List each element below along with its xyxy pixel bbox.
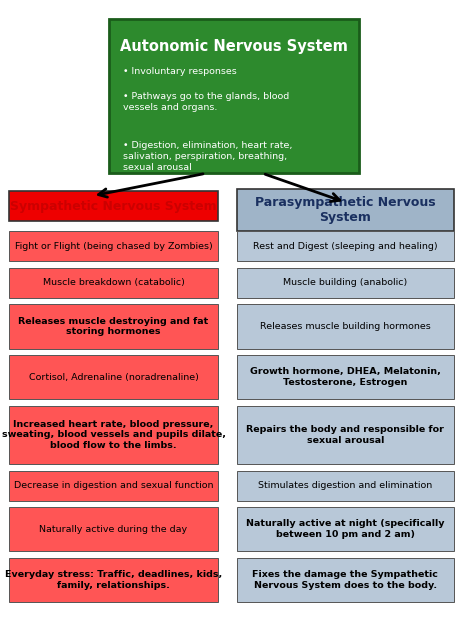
FancyBboxPatch shape (109, 19, 359, 173)
FancyBboxPatch shape (9, 558, 218, 602)
Text: Rest and Digest (sleeping and healing): Rest and Digest (sleeping and healing) (253, 241, 438, 251)
Text: Stimulates digestion and elimination: Stimulates digestion and elimination (258, 481, 432, 490)
FancyBboxPatch shape (9, 507, 218, 551)
FancyBboxPatch shape (236, 558, 454, 602)
FancyBboxPatch shape (236, 304, 454, 349)
FancyBboxPatch shape (9, 268, 218, 298)
FancyBboxPatch shape (236, 355, 454, 399)
Text: Naturally active during the day: Naturally active during the day (39, 525, 188, 534)
Text: Fixes the damage the Sympathetic
Nervous System does to the body.: Fixes the damage the Sympathetic Nervous… (253, 570, 438, 590)
Text: Releases muscle destroying and fat
storing hormones: Releases muscle destroying and fat stori… (18, 317, 209, 336)
Text: Increased heart rate, blood pressure,
sweating, blood vessels and pupils dilate,: Increased heart rate, blood pressure, sw… (1, 420, 226, 450)
Text: • Pathways go to the glands, blood
vessels and organs.: • Pathways go to the glands, blood vesse… (123, 92, 289, 112)
Text: Muscle building (anabolic): Muscle building (anabolic) (283, 278, 407, 288)
FancyBboxPatch shape (9, 471, 218, 501)
Text: Decrease in digestion and sexual function: Decrease in digestion and sexual functio… (14, 481, 213, 490)
Text: Everyday stress: Traffic, deadlines, kids,
family, relationships.: Everyday stress: Traffic, deadlines, kid… (5, 570, 222, 590)
FancyBboxPatch shape (236, 406, 454, 464)
FancyBboxPatch shape (236, 268, 454, 298)
Text: Autonomic Nervous System: Autonomic Nervous System (120, 39, 348, 53)
Text: • Involuntary responses: • Involuntary responses (123, 67, 236, 76)
Text: Fight or Flight (being chased by Zombies): Fight or Flight (being chased by Zombies… (15, 241, 212, 251)
Text: Muscle breakdown (catabolic): Muscle breakdown (catabolic) (43, 278, 184, 288)
Text: Growth hormone, DHEA, Melatonin,
Testosterone, Estrogen: Growth hormone, DHEA, Melatonin, Testost… (250, 367, 441, 387)
Text: Repairs the body and responsible for
sexual arousal: Repairs the body and responsible for sex… (246, 425, 444, 445)
FancyBboxPatch shape (236, 471, 454, 501)
Text: Parasympathetic Nervous
System: Parasympathetic Nervous System (255, 196, 436, 224)
FancyBboxPatch shape (9, 406, 218, 464)
Text: Sympathetic Nervous System: Sympathetic Nervous System (10, 200, 217, 213)
FancyBboxPatch shape (9, 231, 218, 261)
FancyBboxPatch shape (9, 191, 218, 221)
FancyBboxPatch shape (236, 231, 454, 261)
FancyBboxPatch shape (9, 304, 218, 349)
Text: Naturally active at night (specifically
between 10 pm and 2 am): Naturally active at night (specifically … (246, 519, 445, 539)
FancyBboxPatch shape (9, 355, 218, 399)
Text: Releases muscle building hormones: Releases muscle building hormones (260, 322, 430, 331)
FancyBboxPatch shape (236, 507, 454, 551)
FancyBboxPatch shape (236, 189, 454, 231)
Text: • Digestion, elimination, heart rate,
salivation, perspiration, breathing,
sexua: • Digestion, elimination, heart rate, sa… (123, 141, 292, 173)
Text: Cortisol, Adrenaline (noradrenaline): Cortisol, Adrenaline (noradrenaline) (28, 372, 199, 382)
